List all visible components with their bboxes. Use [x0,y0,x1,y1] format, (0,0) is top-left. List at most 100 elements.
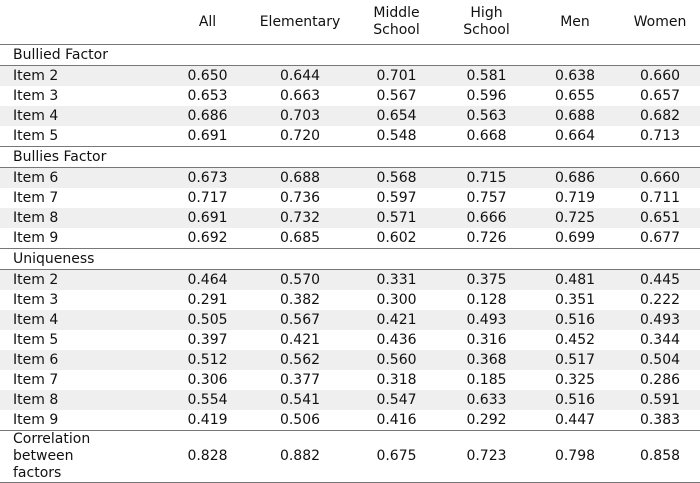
value-cell: 0.668 [466,127,507,144]
value-cell: 0.447 [554,411,596,428]
corner-cell [0,0,165,45]
item-row: Item 6 0.673 0.688 0.568 0.715 0.686 0.660 [0,167,700,188]
value-cell: 0.717 [187,189,228,206]
value-cell: 0.663 [279,87,321,104]
value-cell: 0.657 [639,87,681,104]
value-cell: 0.570 [250,269,350,290]
value-cell: 0.547 [350,390,443,410]
value-cell: 0.660 [620,65,700,86]
value-cell: 0.493 [443,310,530,330]
value-cell: 0.560 [350,350,443,370]
value-cell: 0.701 [350,65,443,86]
value-cell: 0.723 [443,430,530,483]
value-cell: 0.650 [165,65,250,86]
value-cell: 0.368 [443,350,530,370]
item-row: Item 8 0.691 0.732 0.571 0.666 0.725 0.651 [0,208,700,228]
column-header: High School [463,5,510,38]
item-row: Item 3 0.291 0.382 0.300 0.128 0.351 0.222 [0,290,700,310]
value-cell: 0.602 [376,229,417,246]
item-row: Item 8 0.554 0.541 0.547 0.633 0.516 0.591 [0,390,700,410]
value-cell: 0.691 [165,208,250,228]
value-cell: 0.554 [165,390,250,410]
value-cell: 0.711 [639,189,681,206]
item-row: Item 6 0.512 0.562 0.560 0.368 0.517 0.504 [0,350,700,370]
value-cell: 0.382 [279,291,321,308]
value-cell: 0.292 [466,411,507,428]
item-row: Item 9 0.692 0.685 0.602 0.726 0.699 0.677 [0,228,700,249]
item-row: Item 3 0.653 0.663 0.567 0.596 0.655 0.657 [0,86,700,106]
value-cell: 0.688 [530,106,620,126]
section-row: Uniqueness [0,248,700,270]
value-cell: 0.581 [443,65,530,86]
row-label: Item 9 [13,411,59,428]
value-cell: 0.686 [165,106,250,126]
value-cell: 0.660 [620,167,700,188]
header-row: All Elementary Middle School High School Men… [0,0,700,45]
row-label: Item 6 [0,167,165,188]
value-cell: 0.703 [250,106,350,126]
value-cell: 0.596 [466,87,507,104]
row-label: Item 2 [0,269,165,290]
value-cell: 0.713 [639,127,681,144]
value-cell: 0.222 [639,291,681,308]
section-title: Uniqueness [0,248,700,270]
item-row: Item 2 0.464 0.570 0.331 0.375 0.481 0.445 [0,269,700,290]
value-cell: 0.726 [466,229,507,246]
value-cell: 0.445 [620,269,700,290]
value-cell: 0.318 [376,371,417,388]
value-cell: 0.128 [466,291,507,308]
value-cell: 0.699 [554,229,596,246]
item-row: Item 7 0.306 0.377 0.318 0.185 0.325 0.286 [0,370,700,390]
value-cell: 0.505 [165,310,250,330]
value-cell: 0.798 [530,430,620,483]
value-cell: 0.383 [639,411,681,428]
value-cell: 0.882 [250,430,350,483]
section-title: Bullied Factor [0,44,700,66]
value-cell: 0.506 [279,411,321,428]
row-label: Item 3 [13,87,59,104]
value-cell: 0.541 [250,390,350,410]
value-cell: 0.673 [165,167,250,188]
page: All Elementary Middle School High School Men… [0,5,700,483]
value-cell: 0.644 [250,65,350,86]
value-cell: 0.516 [530,390,620,410]
value-cell: 0.331 [350,269,443,290]
value-cell: 0.419 [187,411,228,428]
value-cell: 0.517 [530,350,620,370]
value-cell: 0.504 [620,350,700,370]
value-cell: 0.597 [376,189,417,206]
value-cell: 0.686 [530,167,620,188]
value-cell: 0.493 [620,310,700,330]
value-cell: 0.633 [443,390,530,410]
value-cell: 0.682 [620,106,700,126]
row-label: Item 5 [13,331,59,348]
table-header: All Elementary Middle School High School Men… [0,0,700,45]
value-cell: 0.416 [376,411,417,428]
row-label: Item 8 [0,390,165,410]
value-cell: 0.664 [554,127,596,144]
value-cell: 0.568 [350,167,443,188]
value-cell: 0.688 [250,167,350,188]
item-row: Item 7 0.717 0.736 0.597 0.757 0.719 0.711 [0,188,700,208]
item-row: Item 5 0.397 0.421 0.436 0.316 0.452 0.344 [0,330,700,350]
value-cell: 0.858 [620,430,700,483]
value-cell: 0.512 [165,350,250,370]
section-row: Bullies Factor [0,146,700,168]
value-cell: 0.677 [639,229,681,246]
row-label: Item 4 [0,106,165,126]
value-cell: 0.291 [187,291,228,308]
value-cell: 0.715 [443,167,530,188]
value-cell: 0.591 [620,390,700,410]
value-cell: 0.828 [165,430,250,483]
item-row: Item 4 0.505 0.567 0.421 0.493 0.516 0.493 [0,310,700,330]
value-cell: 0.567 [376,87,417,104]
row-label: Correlation between factors [0,430,165,483]
value-cell: 0.732 [250,208,350,228]
value-cell: 0.666 [443,208,530,228]
item-row: Item 5 0.691 0.720 0.548 0.668 0.664 0.713 [0,126,700,147]
column-header: Middle School [373,5,420,38]
column-header: Men [560,13,590,30]
value-cell: 0.421 [279,331,321,348]
value-cell: 0.692 [187,229,228,246]
